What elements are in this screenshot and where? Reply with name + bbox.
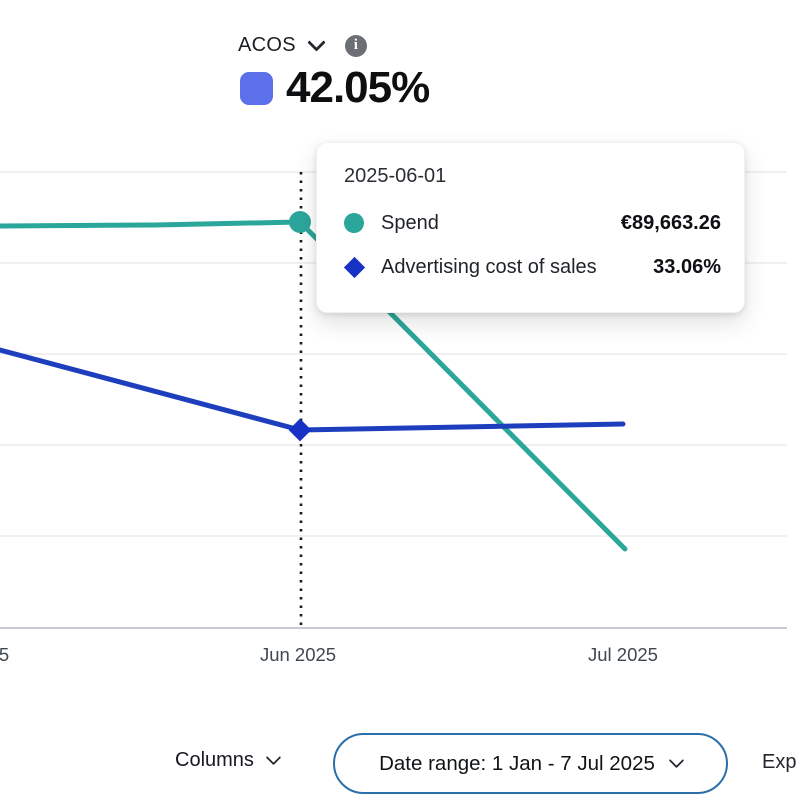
date-range-label: Date range: 1 Jan - 7 Jul 2025 bbox=[379, 751, 655, 775]
spend-line bbox=[0, 219, 628, 552]
x-axis-tick: Jul 2025 bbox=[588, 644, 658, 665]
metric-summary: 42.05% bbox=[240, 63, 430, 112]
tooltip-spend-label: Spend bbox=[381, 211, 439, 234]
tooltip-row-spend: Spend €89,663.26 bbox=[344, 201, 721, 245]
columns-label: Columns bbox=[175, 749, 254, 771]
info-icon[interactable]: i bbox=[344, 34, 367, 57]
x-axis-tick: 5 bbox=[0, 644, 10, 665]
export-button[interactable]: Exp bbox=[762, 751, 797, 773]
tooltip-row-acos: Advertising cost of sales 33.06% bbox=[343, 245, 721, 289]
tooltip-acos-label: Advertising cost of sales bbox=[381, 255, 597, 278]
metric-selector-label: ACOS bbox=[238, 34, 296, 56]
chart-tooltip: 2025-06-01 Spend €89,663.26 Advertising … bbox=[316, 142, 745, 313]
metric-swatch bbox=[240, 71, 273, 105]
spend-series-icon bbox=[344, 213, 364, 233]
acos-series-icon bbox=[343, 256, 366, 278]
metric-selector[interactable]: ACOS i bbox=[238, 33, 367, 57]
acos-marker bbox=[288, 418, 312, 442]
tooltip-acos-value: 33.06% bbox=[653, 255, 721, 278]
tooltip-date: 2025-06-01 bbox=[344, 165, 447, 187]
spend-marker bbox=[289, 211, 311, 233]
date-range-button[interactable]: Date range: 1 Jan - 7 Jul 2025 bbox=[333, 733, 728, 794]
columns-dropdown[interactable]: Columns bbox=[175, 749, 282, 772]
chevron-down-icon bbox=[668, 752, 685, 769]
acos-line bbox=[0, 347, 626, 433]
tooltip-spend-value: €89,663.26 bbox=[620, 211, 721, 234]
chevron-down-icon bbox=[265, 749, 282, 766]
x-axis-tick: Jun 2025 bbox=[259, 644, 337, 665]
metric-value: 42.05% bbox=[286, 63, 430, 112]
